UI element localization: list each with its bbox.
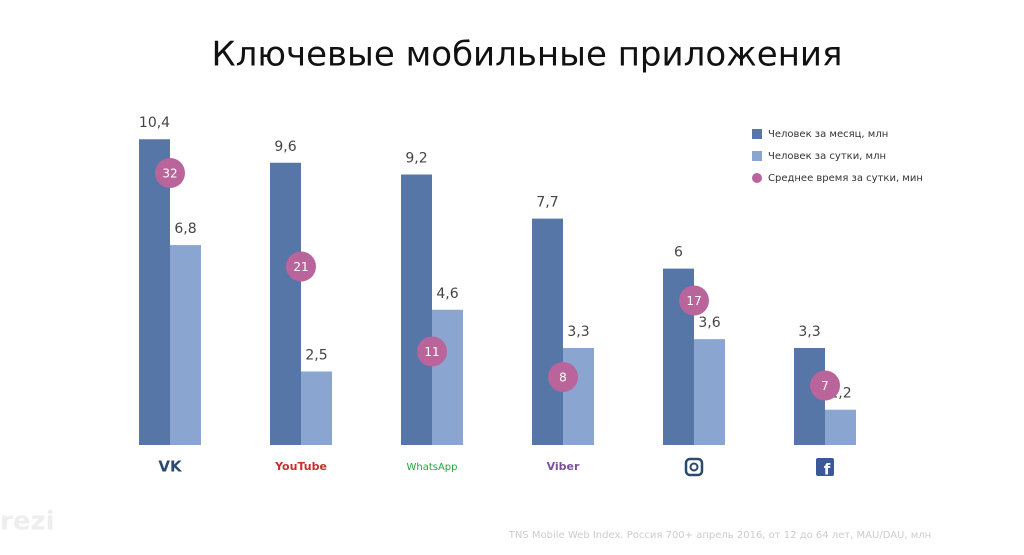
time-marker <box>679 285 709 316</box>
legend-marker <box>752 151 762 161</box>
value-label: 10,4 <box>139 115 170 131</box>
time-marker <box>810 370 840 401</box>
marker-label: 17 <box>686 294 701 308</box>
chart-title: Ключевые мобильные приложения <box>212 35 843 75</box>
marker-label: 8 <box>559 371 567 385</box>
time-marker <box>548 362 578 392</box>
x-tick-label: WhatsApp <box>406 462 457 473</box>
value-label: 6,8 <box>174 221 196 237</box>
bar <box>563 347 594 445</box>
legend-marker <box>752 129 762 139</box>
legend-marker <box>752 173 762 183</box>
bar <box>170 245 201 445</box>
value-label: 3,3 <box>798 324 820 340</box>
bar <box>139 139 170 446</box>
bar <box>532 218 563 445</box>
x-tick-label: YouTube <box>274 460 327 473</box>
value-label: 4,6 <box>436 286 458 302</box>
source-note: TNS Mobile Web Index. Россия 700+ апрель… <box>508 530 931 541</box>
legend-label: Среднее время за сутки, мин <box>768 173 923 184</box>
legend-label: Человек за сутки, млн <box>768 151 886 162</box>
time-marker <box>417 336 447 367</box>
bar <box>825 409 856 445</box>
x-tick-label: VK <box>158 458 183 476</box>
marker-label: 7 <box>821 379 829 393</box>
app-icon <box>689 462 699 472</box>
value-label: 9,6 <box>274 139 296 155</box>
bar <box>270 162 301 445</box>
x-tick-label: Viber <box>547 460 580 473</box>
marker-label: 21 <box>293 260 308 274</box>
time-marker <box>155 158 185 188</box>
time-marker <box>286 251 316 282</box>
value-label: 9,2 <box>405 151 427 167</box>
value-label: 2,5 <box>305 348 327 364</box>
bar <box>301 371 332 445</box>
marker-label: 32 <box>162 167 177 181</box>
app-icon <box>816 458 834 476</box>
value-label: 3,6 <box>698 315 720 331</box>
app-icon <box>684 457 704 477</box>
value-label: 3,3 <box>567 324 589 340</box>
value-label: 7,7 <box>536 195 558 211</box>
legend-label: Человек за месяц, млн <box>768 129 888 140</box>
watermark: rezi <box>0 507 55 537</box>
bar <box>694 339 725 445</box>
x-tick-label: f <box>824 461 831 479</box>
bar <box>432 309 463 445</box>
bar <box>401 174 432 445</box>
value-label: 6 <box>674 245 683 261</box>
marker-label: 11 <box>424 345 439 359</box>
